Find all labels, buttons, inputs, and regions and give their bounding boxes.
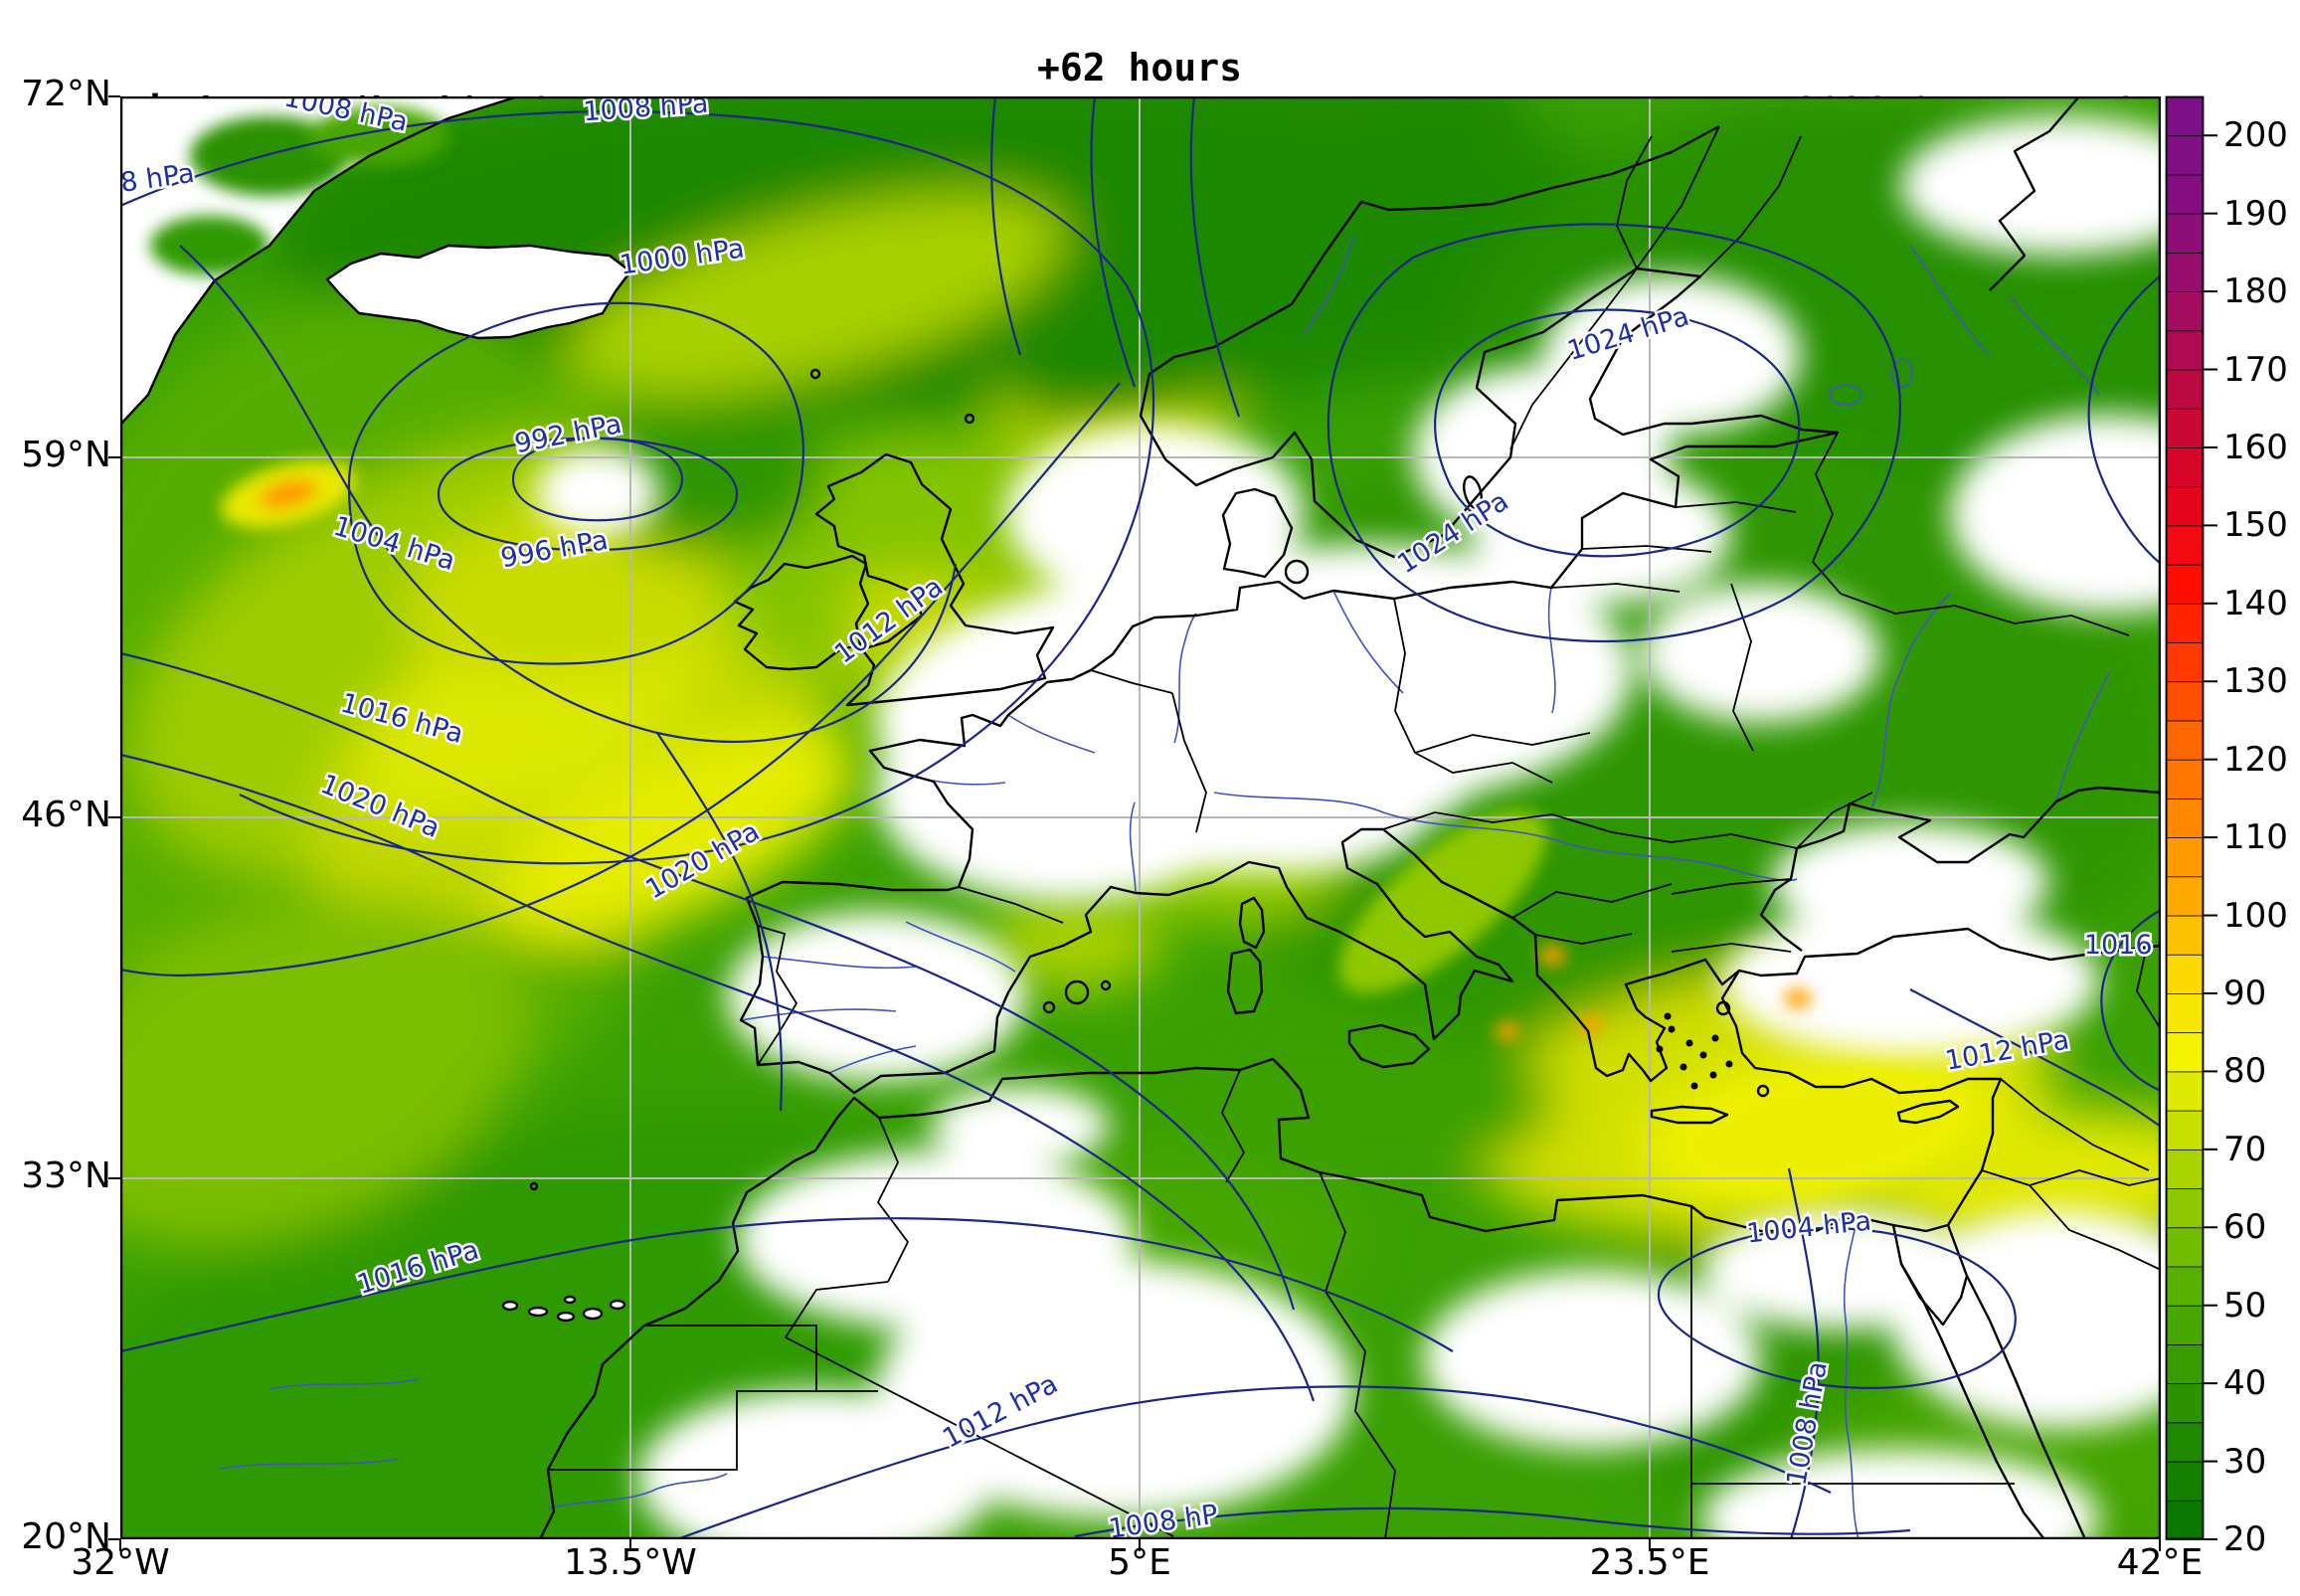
colorbar-tick-label: 110	[2223, 817, 2288, 858]
colorbar-tick-label: 60	[2223, 1207, 2267, 1248]
colorbar-tick-label: 30	[2223, 1441, 2267, 1482]
lat-tick-label: 33°N	[21, 1155, 111, 1196]
colorbar-tick-label: 100	[2223, 895, 2288, 936]
colorbar-tick-label: 180	[2223, 271, 2288, 312]
lat-tick-mark	[108, 456, 120, 458]
colorbar-tick-label: 70	[2223, 1129, 2267, 1169]
lat-tick-mark	[108, 1177, 120, 1179]
colorbar-tick-label: 80	[2223, 1051, 2267, 1092]
lon-tick-mark	[629, 1539, 631, 1551]
map-canvas: 1008 hPa 1008 hPa 08 hPa 1000 hPa 1024 hPa 99…	[120, 96, 2161, 1539]
lon-tick-mark	[2159, 1539, 2161, 1551]
lat-tick-mark	[108, 1538, 120, 1540]
lat-tick-label: 72°N	[21, 74, 111, 114]
colorbar-tick-label: 130	[2223, 661, 2288, 702]
lat-tick-label: 20°N	[21, 1516, 111, 1557]
colorbar-tick-label: 200	[2223, 115, 2288, 156]
colorbar-tick-label: 160	[2223, 427, 2288, 467]
colorbar-tick-label: 140	[2223, 583, 2288, 623]
colorbar-tick-label: 50	[2223, 1285, 2267, 1326]
lat-tick-mark	[108, 816, 120, 818]
lon-tick-mark	[1139, 1539, 1141, 1551]
lat-tick-label: 46°N	[21, 795, 111, 835]
colorbar-tick-label: 170	[2223, 349, 2288, 390]
colorbar-tick-label: 20	[2223, 1519, 2267, 1559]
lat-tick-label: 59°N	[21, 435, 111, 475]
isobar-label: 1016 h	[2084, 930, 2161, 961]
lon-tick-mark	[1649, 1539, 1651, 1551]
lead-time: +62 hours	[1037, 46, 1242, 89]
colorbar	[2165, 95, 2225, 1540]
lat-tick-mark	[108, 95, 120, 97]
colorbar-tick-label: 120	[2223, 739, 2288, 780]
colorbar-tick-label: 190	[2223, 193, 2288, 234]
colorbar-tick-label: 90	[2223, 973, 2267, 1013]
colorbar-tick-label: 150	[2223, 505, 2288, 546]
lon-tick-mark	[119, 1539, 121, 1551]
colorbar-tick-label: 40	[2223, 1363, 2267, 1404]
